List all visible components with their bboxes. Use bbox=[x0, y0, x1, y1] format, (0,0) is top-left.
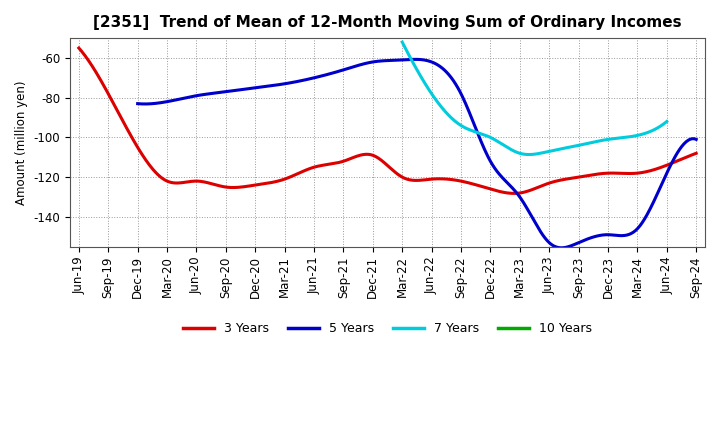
Line: 3 Years: 3 Years bbox=[79, 48, 696, 194]
5 Years bbox=[402, 57, 410, 62]
7 Years bbox=[526, 152, 534, 157]
3 Years bbox=[692, 150, 701, 156]
3 Years bbox=[442, 176, 451, 182]
3 Years bbox=[408, 178, 417, 183]
7 Years bbox=[657, 123, 665, 128]
3 Years bbox=[510, 191, 518, 196]
Legend: 3 Years, 5 Years, 7 Years, 10 Years: 3 Years, 5 Years, 7 Years, 10 Years bbox=[178, 318, 598, 341]
5 Years bbox=[399, 57, 408, 62]
7 Years bbox=[616, 136, 624, 141]
7 Years bbox=[525, 152, 534, 157]
5 Years bbox=[467, 114, 475, 120]
5 Years bbox=[557, 245, 566, 250]
3 Years bbox=[75, 45, 84, 51]
Line: 7 Years: 7 Years bbox=[402, 42, 667, 154]
5 Years bbox=[680, 140, 689, 146]
7 Years bbox=[662, 119, 671, 124]
7 Years bbox=[556, 147, 564, 152]
5 Years bbox=[593, 233, 602, 238]
5 Years bbox=[436, 65, 445, 70]
3 Years bbox=[582, 173, 590, 179]
Title: [2351]  Trend of Mean of 12-Month Moving Sum of Ordinary Incomes: [2351] Trend of Mean of 12-Month Moving … bbox=[93, 15, 682, 30]
5 Years bbox=[411, 57, 420, 62]
7 Years bbox=[541, 150, 550, 155]
3 Years bbox=[678, 156, 687, 161]
Line: 5 Years: 5 Years bbox=[138, 59, 696, 248]
5 Years bbox=[692, 137, 701, 142]
3 Years bbox=[372, 154, 380, 159]
3 Years bbox=[368, 152, 377, 158]
7 Years bbox=[523, 152, 532, 157]
Y-axis label: Amount (million yen): Amount (million yen) bbox=[15, 80, 28, 205]
7 Years bbox=[398, 40, 407, 45]
5 Years bbox=[133, 101, 142, 106]
